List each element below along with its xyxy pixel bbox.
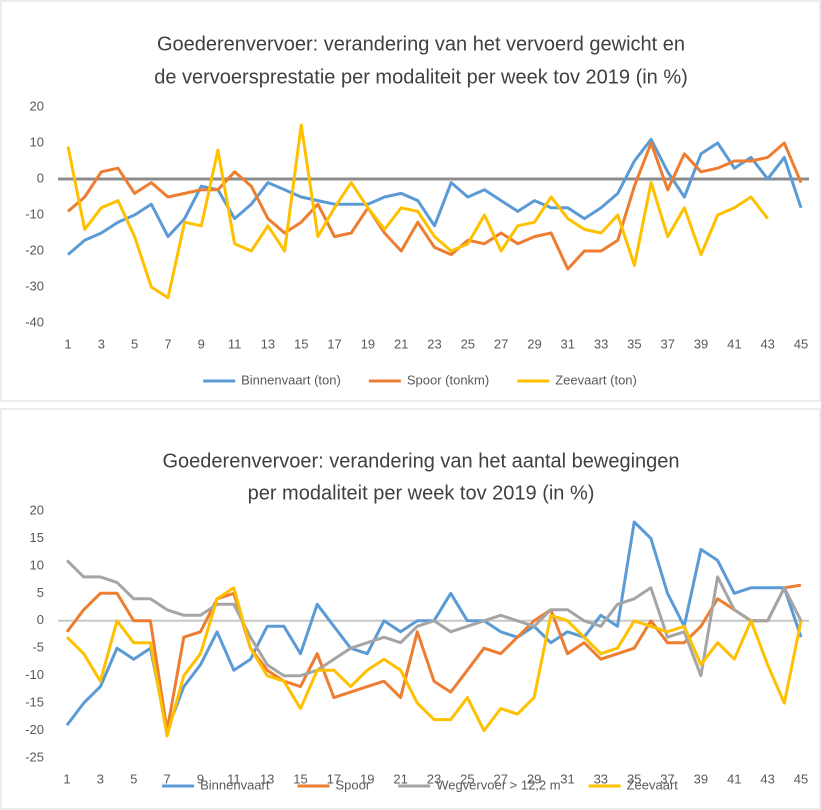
y-tick-label: -10 [25,667,44,682]
chart-title: Goederenvervoer: verandering van het ver… [157,33,685,55]
x-tick-label: 3 [97,771,104,786]
x-tick-label: 21 [394,336,408,351]
x-tick-label: 19 [360,771,374,786]
x-tick-label: 45 [794,771,808,786]
y-tick-label: -20 [25,242,44,257]
x-tick-label: 3 [98,336,105,351]
y-tick-label: -10 [25,206,44,221]
legend-label: Binnenvaart (ton) [241,372,341,387]
x-tick-label: 35 [627,771,641,786]
x-tick-label: 11 [228,336,242,351]
chart-title: per modaliteit per week tov 2019 (in %) [248,482,595,504]
y-tick-label: -30 [25,278,44,293]
y-tick-label: -15 [25,695,44,710]
series-line [67,141,803,271]
y-tick-label: -25 [25,749,44,764]
series-line [65,559,803,678]
x-tick-label: 5 [130,771,137,786]
x-tick-label: 1 [63,771,70,786]
x-tick-label: 25 [460,771,474,786]
x-tick-label: 13 [260,771,274,786]
x-tick-label: 25 [461,336,475,351]
x-tick-label: 29 [527,336,541,351]
x-tick-label: 33 [594,336,608,351]
y-tick-label: -5 [32,640,44,655]
x-tick-label: 7 [163,771,170,786]
x-tick-label: 31 [560,771,574,786]
legend-label: Spoor (tonkm) [407,372,489,387]
y-tick-label: 0 [37,612,44,627]
y-tick-label: 0 [37,170,44,185]
x-tick-label: 31 [561,336,575,351]
x-tick-label: 39 [694,771,708,786]
series-line [67,137,803,256]
series-line [65,586,803,738]
legend-label: Zeevaart (ton) [555,372,637,387]
x-tick-label: 45 [794,336,808,351]
x-tick-label: 23 [427,771,441,786]
y-tick-label: 20 [30,502,44,517]
x-tick-label: 35 [627,336,641,351]
x-tick-label: 7 [164,336,171,351]
x-tick-label: 27 [493,771,507,786]
panel-border [0,408,821,810]
x-tick-label: 33 [594,771,608,786]
chart-title: de vervoersprestatie per modaliteit per … [154,66,688,88]
y-tick-label: -40 [25,314,44,329]
y-tick-label: -20 [25,722,44,737]
y-tick-label: 15 [30,530,44,545]
x-tick-label: 9 [197,771,204,786]
x-tick-label: 41 [727,336,741,351]
x-tick-label: 1 [64,336,71,351]
x-tick-label: 21 [393,771,407,786]
x-tick-label: 27 [494,336,508,351]
x-tick-label: 43 [760,771,774,786]
x-tick-label: 15 [293,771,307,786]
series-line [65,583,802,733]
x-tick-label: 39 [694,336,708,351]
legend-label: Binnenvaart [200,777,270,792]
x-tick-label: 43 [760,336,774,351]
x-tick-label: 37 [660,771,674,786]
series-line [66,123,769,300]
x-tick-label: 11 [227,771,241,786]
x-tick-label: 19 [361,336,375,351]
y-tick-label: 10 [30,557,44,572]
y-tick-label: 20 [30,98,44,113]
x-tick-label: 9 [198,336,205,351]
x-tick-label: 17 [327,336,341,351]
y-tick-label: 10 [30,134,44,149]
x-tick-label: 13 [261,336,275,351]
x-tick-label: 15 [294,336,308,351]
x-tick-label: 41 [727,771,741,786]
legend-label: Spoor [335,777,370,792]
chart-title: Goederenvervoer: verandering van het aan… [162,450,679,472]
x-tick-label: 5 [131,336,138,351]
x-tick-label: 37 [660,336,674,351]
y-tick-label: 5 [37,585,44,600]
panel-border [0,0,821,402]
legend-label: Wegvervoer > 12,2 m [436,777,560,792]
x-tick-label: 23 [427,336,441,351]
x-tick-label: 29 [527,771,541,786]
legend-label: Zeevaart [627,777,679,792]
x-tick-label: 17 [327,771,341,786]
